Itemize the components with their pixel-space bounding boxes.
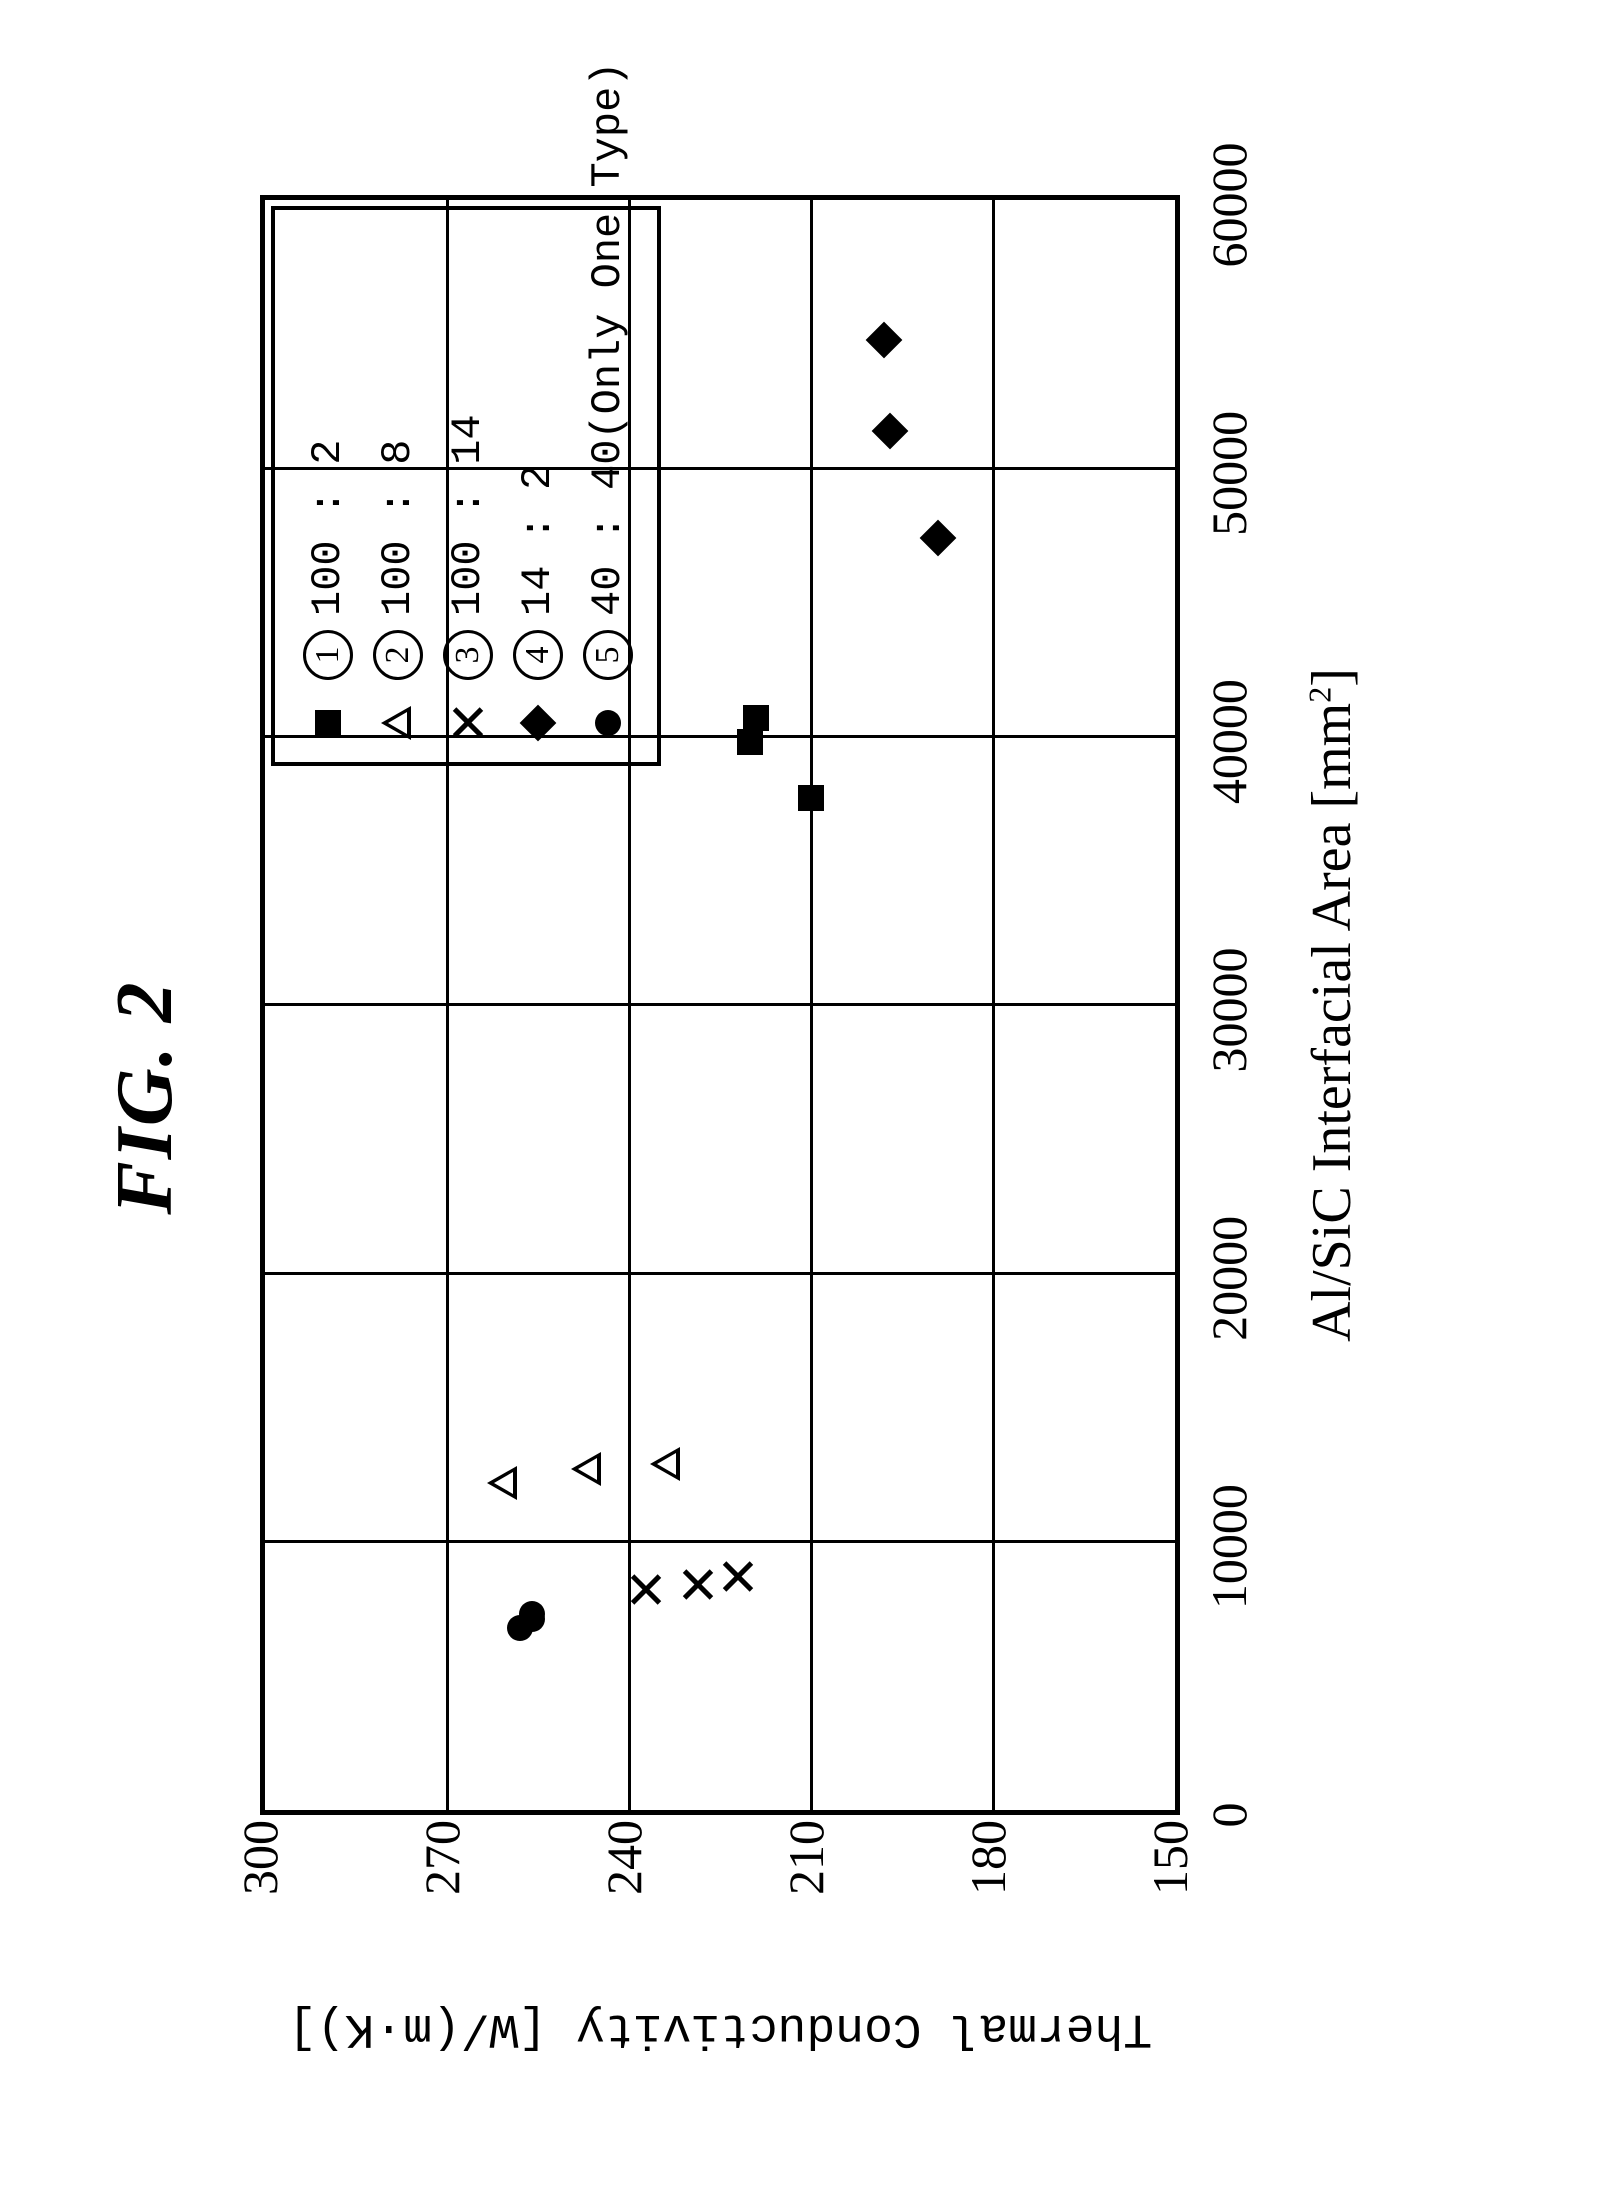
x-axis-label-sup: 2	[1301, 687, 1337, 703]
legend-number: 3	[443, 630, 493, 680]
x-tick-label: 60000	[1200, 143, 1258, 268]
x-tick-label: 0	[1200, 1803, 1258, 1828]
grid-vertical	[265, 735, 1175, 738]
legend-number: 1	[303, 630, 353, 680]
legend-number: 2	[373, 630, 423, 680]
legend-item: 1100 : 2	[293, 224, 363, 748]
data-point	[798, 785, 824, 811]
x-tick-label: 10000	[1200, 1484, 1258, 1609]
y-tick-label: 210	[777, 1825, 835, 1895]
grid-vertical	[265, 467, 1175, 470]
figure-title: FIG. 2	[100, 0, 191, 2195]
legend-item: 3 100 : 14	[433, 224, 503, 748]
y-tick-label: 270	[413, 1825, 471, 1895]
rotated-figure: FIG. 2 Thermal Conductivity [W/(m·K)] Al…	[0, 0, 1597, 2195]
legend-label: 14 : 2	[514, 465, 562, 616]
grid-vertical	[265, 1272, 1175, 1275]
legend-marker	[303, 698, 353, 748]
x-tick-label: 40000	[1200, 679, 1258, 804]
grid-horizontal	[446, 200, 449, 1810]
x-axis-label-unit-close: ]	[1301, 668, 1363, 687]
x-axis-label: Al/SiC Interfacial Area [mm2]	[1300, 195, 1364, 1815]
page: FIG. 2 Thermal Conductivity [W/(m·K)] Al…	[0, 0, 1597, 2195]
grid-vertical	[265, 1004, 1175, 1007]
legend-item: 540 : 40(Only One Type)	[573, 224, 643, 748]
x-tick-label: 20000	[1200, 1216, 1258, 1341]
data-point	[650, 1447, 680, 1481]
legend-marker	[443, 698, 493, 748]
y-axis-label: Thermal Conductivity [W/(m·K)]	[260, 1995, 1180, 2055]
data-point	[920, 520, 957, 557]
legend-label: 100 : 14	[444, 414, 492, 616]
y-tick-label: 300	[231, 1825, 289, 1895]
legend-number: 5	[583, 630, 633, 680]
y-tick-label: 180	[959, 1825, 1017, 1895]
legend-item: 2100 : 8	[363, 224, 433, 748]
x-tick-label: 30000	[1200, 948, 1258, 1073]
data-point	[571, 1452, 601, 1486]
plot-area: 1100 : 22100 : 83 100 : 14 4 14 : 2540 : 40…	[260, 195, 1180, 1815]
data-point	[871, 412, 908, 449]
grid-horizontal	[810, 200, 813, 1810]
legend-marker	[583, 698, 633, 748]
legend-number: 4	[513, 630, 563, 680]
x-tick-label: 50000	[1200, 411, 1258, 536]
y-tick-label: 240	[595, 1825, 653, 1895]
data-point	[519, 1601, 545, 1627]
y-tick-label: 150	[1141, 1825, 1199, 1895]
legend-item: 4 14 : 2	[503, 224, 573, 748]
data-point	[721, 1560, 755, 1594]
data-point	[865, 321, 902, 358]
legend-marker	[373, 698, 423, 748]
grid-horizontal	[992, 200, 995, 1810]
grid-horizontal	[628, 200, 631, 1810]
x-axis-label-text: Al/SiC Interfacial Area [mm	[1301, 703, 1363, 1342]
data-point	[681, 1568, 715, 1602]
data-point	[629, 1573, 663, 1607]
legend-marker	[513, 698, 563, 748]
legend: 1100 : 22100 : 83 100 : 14 4 14 : 2540 : 40…	[271, 206, 661, 766]
grid-vertical	[265, 1540, 1175, 1543]
data-point	[743, 705, 769, 731]
data-point	[487, 1466, 517, 1500]
data-point	[737, 729, 763, 755]
legend-label: 40 : 40(Only One Type)	[584, 62, 632, 617]
